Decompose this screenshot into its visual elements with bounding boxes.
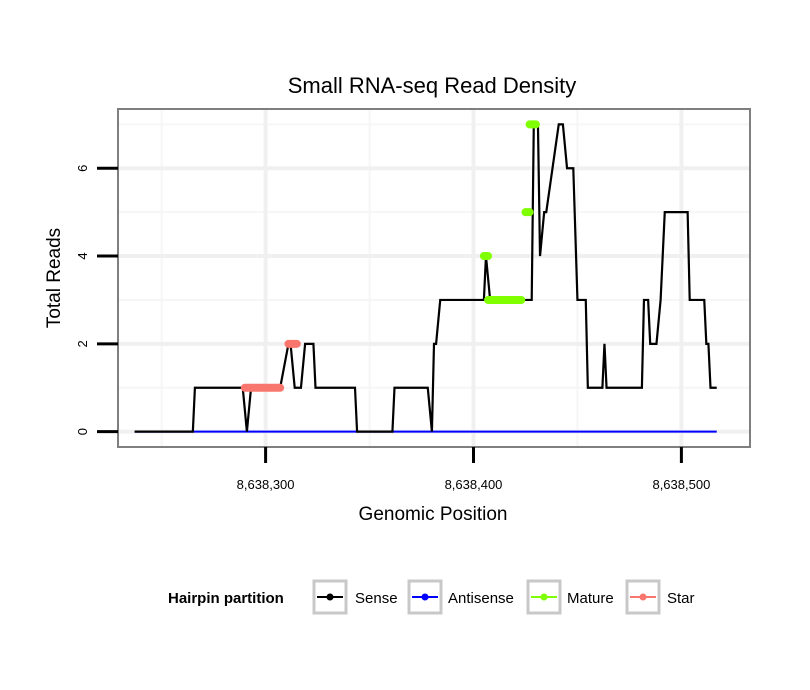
x-axis: 8,638,300 8,638,400 8,638,500 (237, 447, 710, 492)
y-tick-label: 4 (75, 252, 90, 259)
plot-background (118, 109, 750, 447)
y-tick-label: 2 (75, 340, 90, 347)
legend: Hairpin partition Sense Antisense Mature… (168, 579, 695, 615)
legend-label-antisense: Antisense (448, 590, 514, 607)
y-axis-title: Total Reads (44, 228, 65, 328)
y-axis: 0 2 4 6 (75, 165, 118, 435)
legend-item-star: Star (625, 579, 695, 615)
legend-point-star (639, 593, 647, 601)
x-axis-title: Genomic Position (359, 504, 508, 525)
series-layer (134, 120, 717, 433)
legend-point-antisense (421, 593, 429, 601)
x-tick-label: 8,638,400 (445, 477, 503, 492)
legend-label-star: Star (667, 590, 695, 607)
legend-title: Hairpin partition (168, 590, 284, 607)
legend-point-mature (540, 593, 548, 601)
plot-border (117, 108, 751, 448)
x-tick-label: 8,638,500 (652, 477, 710, 492)
legend-label-mature: Mature (567, 590, 614, 607)
legend-item-antisense: Antisense (407, 579, 514, 615)
y-tick-label: 0 (75, 428, 90, 435)
x-tick-label: 8,638,300 (237, 477, 295, 492)
chart-title: Small RNA-seq Read Density (288, 73, 577, 98)
legend-point-sense (326, 593, 334, 601)
legend-label-sense: Sense (355, 590, 398, 607)
y-tick-label: 6 (75, 165, 90, 172)
legend-item-mature: Mature (526, 579, 614, 615)
legend-item-sense: Sense (312, 579, 398, 615)
